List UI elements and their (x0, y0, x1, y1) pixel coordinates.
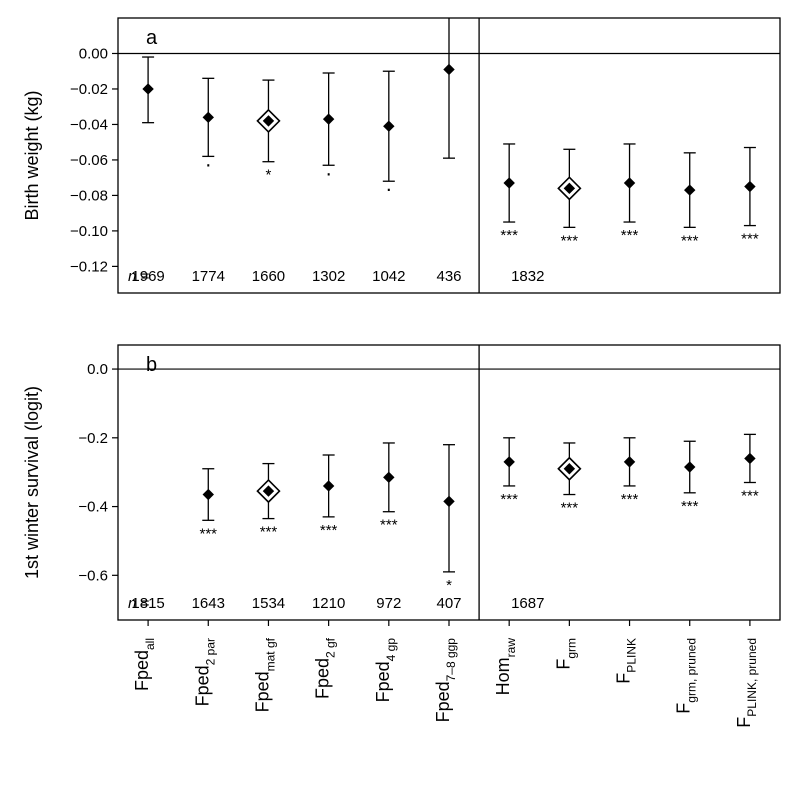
panel-a-n-value: 1969 (131, 268, 164, 285)
point-marker (504, 178, 514, 188)
x-category-label: FPLINK (614, 638, 639, 684)
panel-a-ytick-label: −0.04 (70, 116, 108, 133)
panel-a-ytick-label: −0.02 (70, 81, 108, 98)
point-marker (745, 182, 755, 192)
svg-text:Fgrm: Fgrm (553, 638, 578, 670)
point-marker (685, 185, 695, 195)
panel-a-ytick-label: −0.10 (70, 223, 108, 240)
significance-marker: *** (200, 525, 218, 542)
point-marker (384, 472, 394, 482)
significance-marker: *** (621, 491, 639, 508)
panel-a-n-value: 1042 (372, 268, 405, 285)
significance-marker: *** (500, 491, 518, 508)
panel-b-n-value-right: 1687 (511, 595, 544, 612)
x-category-label: FPLINK, pruned (734, 638, 759, 728)
panel-b-ytick-label: −0.4 (78, 499, 108, 516)
panel-b-n-value: 1534 (252, 595, 285, 612)
x-category-label: Fpedall (132, 638, 157, 691)
significance-marker: *** (741, 231, 759, 248)
panel-b-n-value: 972 (376, 595, 401, 612)
x-category-label: Fped2 par (192, 638, 217, 706)
panel-a-ytick-label: −0.12 (70, 258, 108, 275)
svg-text:FPLINK: FPLINK (614, 638, 639, 684)
panel-a-n-value: 1660 (252, 268, 285, 285)
significance-marker: * (446, 577, 452, 594)
svg-text:Homraw: Homraw (493, 638, 518, 696)
point-marker (625, 178, 635, 188)
x-category-label: Fpedmat gf (252, 637, 277, 712)
significance-marker: *** (260, 524, 278, 541)
panel-a-ytick-label: −0.06 (70, 152, 108, 169)
panel-b-ytick-label: 0.0 (87, 361, 108, 378)
point-marker (444, 496, 454, 506)
point-marker (143, 84, 153, 94)
panel-a-n-value: 1302 (312, 268, 345, 285)
significance-marker: . (326, 157, 332, 180)
point-marker (745, 453, 755, 463)
svg-text:FPLINK, pruned: FPLINK, pruned (734, 638, 759, 728)
svg-text:Fped2 par: Fped2 par (192, 638, 217, 706)
x-category-label: Fped7–8 ggp (433, 638, 458, 723)
point-marker (324, 481, 334, 491)
panel-b-letter: b (146, 354, 157, 376)
point-marker (384, 121, 394, 131)
panel-a-n-value-right: 1832 (511, 268, 544, 285)
panel-a-n-value: 1774 (192, 268, 225, 285)
significance-marker: . (386, 173, 392, 196)
panel-b-ytick-label: −0.2 (78, 430, 108, 447)
point-marker (685, 462, 695, 472)
panel-a-ylabel: Birth weight (kg) (22, 90, 42, 220)
x-category-label: Homraw (493, 638, 518, 696)
significance-marker: . (205, 148, 211, 171)
svg-text:Fped4 gp: Fped4 gp (373, 638, 398, 703)
significance-marker: *** (320, 522, 338, 539)
svg-text:Fgrm, pruned: Fgrm, pruned (674, 638, 699, 714)
panel-a-ytick-label: 0.00 (79, 45, 108, 62)
panel-b-ylabel: 1st winter survival (logit) (22, 386, 42, 579)
svg-text:Fped7–8 ggp: Fped7–8 ggp (433, 638, 458, 723)
point-marker (625, 457, 635, 467)
forest-plot-figure: 0.00 −0.02 −0.04 −0.06 −0.08 −0.10 −0.12 Birth … (0, 0, 796, 809)
point-marker (203, 112, 213, 122)
panel-a-letter: a (146, 27, 158, 49)
panel-b-n-value: 407 (436, 595, 461, 612)
significance-marker: *** (681, 232, 699, 249)
significance-marker: *** (561, 500, 579, 517)
panel-b-n-value: 1210 (312, 595, 345, 612)
point-marker (444, 64, 454, 74)
svg-text:Fpedmat gf: Fpedmat gf (252, 637, 277, 712)
significance-marker: *** (681, 498, 699, 515)
significance-marker: *** (380, 517, 398, 534)
significance-marker: *** (561, 232, 579, 249)
significance-marker: *** (500, 227, 518, 244)
significance-marker: * (266, 167, 272, 184)
panel-b-ytick-label: −0.6 (78, 567, 108, 584)
x-category-label: Fgrm, pruned (674, 638, 699, 714)
svg-text:Fpedall: Fpedall (132, 638, 157, 691)
panel-b-n-value: 1643 (192, 595, 225, 612)
point-marker (504, 457, 514, 467)
x-category-label: Fped4 gp (373, 638, 398, 703)
point-marker (324, 114, 334, 124)
point-marker (203, 490, 213, 500)
significance-marker: *** (621, 227, 639, 244)
svg-text:Fped2 gf: Fped2 gf (313, 637, 338, 699)
significance-marker: *** (741, 488, 759, 505)
panel-a-n-value: 436 (436, 268, 461, 285)
panel-b-n-value: 1815 (131, 595, 164, 612)
panel-a-ytick-label: −0.08 (70, 187, 108, 204)
x-category-label: Fgrm (553, 638, 578, 670)
x-category-label: Fped2 gf (313, 637, 338, 699)
